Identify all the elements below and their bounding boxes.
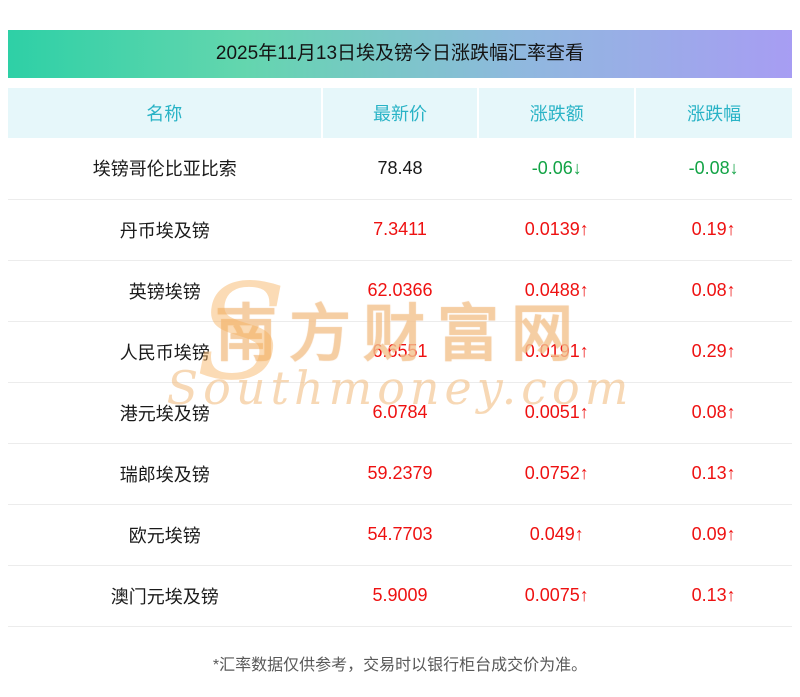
cell-latest-price: 6.6551 xyxy=(321,321,479,383)
cell-change-percent: 0.08↑ xyxy=(635,382,792,444)
cell-change-percent: 0.19↑ xyxy=(635,199,792,261)
col-header-pct: 涨跌幅 xyxy=(634,88,792,138)
cell-change-amount: 0.0051↑ xyxy=(478,382,636,444)
col-header-name: 名称 xyxy=(8,88,322,138)
cell-latest-price: 7.3411 xyxy=(321,199,479,261)
cell-latest-price: 78.48 xyxy=(321,138,479,200)
cell-change-percent: 0.08↑ xyxy=(635,260,792,322)
cell-change-percent: 0.13↑ xyxy=(635,565,792,627)
cell-change-amount: 0.0488↑ xyxy=(478,260,636,322)
cell-currency-name: 澳门元埃及镑 xyxy=(8,565,322,627)
exchange-rate-table: 名称 最新价 涨跌额 涨跌幅 埃镑哥伦比亚比索 78.48 -0.06↓ -0.… xyxy=(8,88,792,627)
cell-change-amount: 0.0075↑ xyxy=(478,565,636,627)
cell-change-percent: -0.08↓ xyxy=(635,138,792,200)
cell-currency-name: 丹币埃及镑 xyxy=(8,199,322,261)
cell-change-amount: 0.049↑ xyxy=(478,504,636,566)
table-row: 欧元埃镑 54.7703 0.049↑ 0.09↑ xyxy=(8,504,792,566)
table-row: 港元埃及镑 6.0784 0.0051↑ 0.08↑ xyxy=(8,382,792,444)
table-row: 英镑埃镑 62.0366 0.0488↑ 0.08↑ xyxy=(8,260,792,322)
cell-change-amount: 0.0139↑ xyxy=(478,199,636,261)
cell-latest-price: 62.0366 xyxy=(321,260,479,322)
cell-latest-price: 59.2379 xyxy=(321,443,479,505)
cell-latest-price: 54.7703 xyxy=(321,504,479,566)
cell-currency-name: 英镑埃镑 xyxy=(8,260,322,322)
disclaimer-text: *汇率数据仅供参考，交易时以银行柜台成交价为准。 xyxy=(212,656,588,674)
table-row: 丹币埃及镑 7.3411 0.0139↑ 0.19↑ xyxy=(8,199,792,261)
col-header-change: 涨跌额 xyxy=(477,88,636,138)
cell-currency-name: 港元埃及镑 xyxy=(8,382,322,444)
cell-currency-name: 埃镑哥伦比亚比索 xyxy=(8,138,322,200)
cell-currency-name: 欧元埃镑 xyxy=(8,504,322,566)
cell-change-percent: 0.09↑ xyxy=(635,504,792,566)
cell-currency-name: 人民币埃镑 xyxy=(8,321,322,383)
cell-change-amount: 0.0752↑ xyxy=(478,443,636,505)
table-row: 埃镑哥伦比亚比索 78.48 -0.06↓ -0.08↓ xyxy=(8,138,792,200)
cell-change-percent: 0.13↑ xyxy=(635,443,792,505)
cell-change-amount: 0.0191↑ xyxy=(478,321,636,383)
col-header-price: 最新价 xyxy=(320,88,479,138)
cell-currency-name: 瑞郎埃及镑 xyxy=(8,443,322,505)
cell-latest-price: 5.9009 xyxy=(321,565,479,627)
table-row: 瑞郎埃及镑 59.2379 0.0752↑ 0.13↑ xyxy=(8,443,792,505)
table-row: 澳门元埃及镑 5.9009 0.0075↑ 0.13↑ xyxy=(8,565,792,627)
table-row: 人民币埃镑 6.6551 0.0191↑ 0.29↑ xyxy=(8,321,792,383)
rate-page: 2025年11月13日埃及镑今日涨跌幅汇率查看 名称 最新价 涨跌额 涨跌幅 埃… xyxy=(8,30,792,674)
table-body: 埃镑哥伦比亚比索 78.48 -0.06↓ -0.08↓ 丹币埃及镑 7.341… xyxy=(8,138,792,627)
cell-change-percent: 0.29↑ xyxy=(635,321,792,383)
cell-change-amount: -0.06↓ xyxy=(478,138,636,200)
page-title: 2025年11月13日埃及镑今日涨跌幅汇率查看 xyxy=(8,30,792,78)
cell-latest-price: 6.0784 xyxy=(321,382,479,444)
table-header: 名称 最新价 涨跌额 涨跌幅 xyxy=(8,88,792,138)
